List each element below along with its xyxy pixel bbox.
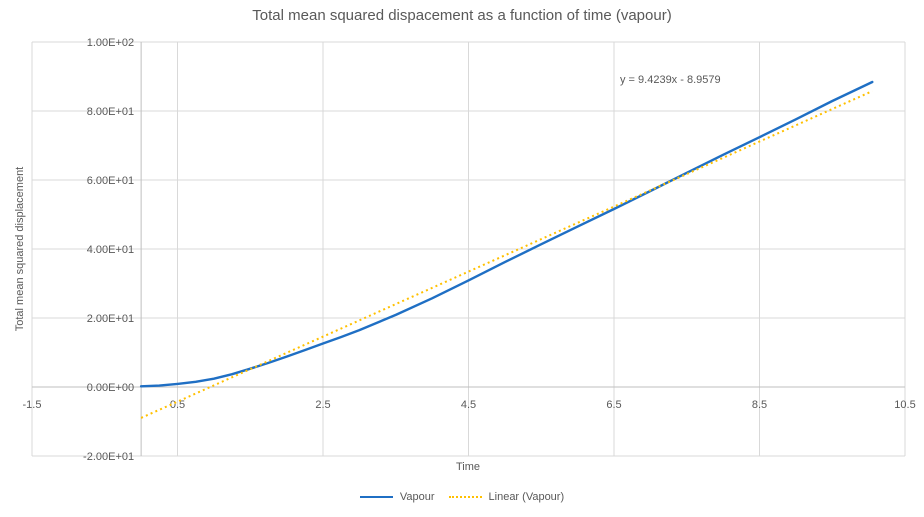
x-tick-label: 8.5 [752, 399, 767, 411]
x-tick-label: 6.5 [606, 399, 621, 411]
legend-item-linear-vapour[interactable]: Linear (Vapour) [448, 491, 565, 503]
y-tick-label: 4.00E+01 [87, 244, 134, 256]
series-vapour-line[interactable] [139, 80, 874, 388]
y-tick-label: 1.00E+02 [87, 37, 134, 49]
trendline-equation-label[interactable]: y = 9.4239x - 8.9579 [620, 74, 721, 86]
x-tick-label: -1.5 [23, 399, 42, 411]
legend-item-vapour[interactable]: Vapour [359, 491, 435, 503]
x-tick-label: 2.5 [315, 399, 330, 411]
legend-swatch-vapour-line [359, 496, 393, 498]
chart-title[interactable]: Total mean squared dispacement as a func… [252, 7, 672, 24]
x-tick-label: 0.5 [170, 399, 185, 411]
legend: Vapour Linear (Vapour) [0, 491, 924, 503]
x-axis-title: Time [455, 461, 481, 473]
x-tick-label: 10.5 [894, 399, 915, 411]
y-tick-label: 6.00E+01 [87, 175, 134, 187]
y-axis-title: Total mean squared displacement [14, 166, 26, 332]
legend-label-linear-vapour: Linear (Vapour) [488, 491, 565, 503]
legend-swatch-linear-vapour-line [448, 496, 482, 498]
y-tick-label: 0.00E+00 [87, 382, 134, 394]
x-tick-label: 4.5 [461, 399, 476, 411]
trendline-linear-vapour[interactable] [140, 90, 873, 419]
y-tick-label: -2.00E+01 [83, 451, 134, 463]
legend-label-vapour: Vapour [399, 491, 435, 503]
y-tick-label: 2.00E+01 [87, 313, 134, 325]
y-tick-label: 8.00E+01 [87, 106, 134, 118]
